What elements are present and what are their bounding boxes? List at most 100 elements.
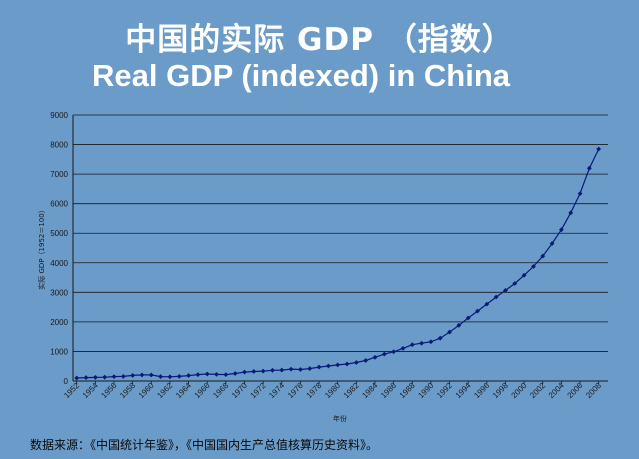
data-point bbox=[139, 372, 145, 378]
x-tick-label: 1998 bbox=[491, 381, 510, 400]
data-point bbox=[428, 339, 434, 345]
data-point bbox=[325, 363, 331, 369]
data-point bbox=[279, 367, 285, 373]
data-point bbox=[596, 146, 602, 152]
x-tick-label: 1992 bbox=[435, 381, 454, 400]
x-tick-label: 2008 bbox=[584, 381, 603, 400]
y-tick-labels: 0 1000 2000 3000 4000 5000 6000 7000 8000 9000 bbox=[50, 111, 68, 386]
page-title-english: Real GDP (indexed) in China bbox=[92, 58, 511, 93]
data-point bbox=[316, 364, 322, 370]
data-point bbox=[242, 369, 247, 375]
data-point bbox=[288, 366, 294, 372]
page-title-chinese: 中国的实际 GDP （指数） bbox=[125, 22, 514, 58]
x-tick-label: 1962 bbox=[155, 381, 174, 400]
data-point bbox=[214, 371, 219, 377]
x-tick-label: 1970 bbox=[230, 381, 249, 400]
data-point bbox=[204, 371, 210, 377]
data-point bbox=[251, 369, 257, 374]
x-tick-label: 1960 bbox=[137, 381, 156, 400]
data-point bbox=[400, 345, 406, 351]
data-point bbox=[148, 372, 154, 378]
y-tick-label: 8000 bbox=[50, 141, 68, 150]
x-tick-label: 1996 bbox=[472, 381, 491, 400]
axes bbox=[72, 115, 608, 384]
data-point bbox=[503, 287, 508, 293]
series-real-gdp bbox=[74, 146, 602, 381]
data-point bbox=[195, 372, 201, 378]
y-tick-label: 1000 bbox=[50, 347, 68, 356]
x-tick-label: 1986 bbox=[379, 381, 398, 400]
y-axis-label: 实际 GDP（1952＝100） bbox=[37, 206, 46, 289]
data-point bbox=[577, 191, 583, 197]
x-tick-label: 1982 bbox=[342, 381, 361, 400]
data-point bbox=[540, 253, 546, 259]
data-point bbox=[344, 361, 350, 367]
x-tick-label: 1994 bbox=[454, 381, 473, 400]
y-tick-label: 5000 bbox=[50, 229, 68, 238]
x-tick-label: 1968 bbox=[211, 381, 230, 400]
data-point bbox=[120, 374, 126, 379]
data-point bbox=[92, 375, 98, 380]
x-tick-label: 2004 bbox=[547, 381, 566, 400]
x-tick-label: 1958 bbox=[118, 381, 137, 400]
data-point bbox=[260, 368, 266, 374]
data-point bbox=[176, 373, 182, 379]
x-tick-label: 1990 bbox=[416, 381, 435, 400]
y-tick-label: 6000 bbox=[50, 200, 68, 209]
data-point bbox=[381, 351, 387, 357]
data-point bbox=[456, 322, 462, 328]
data-point bbox=[232, 371, 238, 376]
x-tick-label: 1980 bbox=[323, 381, 342, 400]
data-point bbox=[484, 301, 490, 307]
data-point bbox=[493, 294, 499, 300]
data-point bbox=[549, 241, 555, 246]
data-point bbox=[335, 362, 341, 368]
data-point bbox=[307, 366, 313, 371]
x-tick-label: 1978 bbox=[305, 381, 324, 400]
y-tick-label: 2000 bbox=[50, 318, 68, 327]
data-point bbox=[74, 375, 80, 381]
data-point bbox=[409, 342, 415, 348]
x-tick-label: 1954 bbox=[81, 381, 100, 400]
data-source-note: 数据来源：《中国统计年鉴》，《中国国内生产总值核算历史资料》。 bbox=[30, 438, 379, 452]
data-point bbox=[521, 272, 527, 278]
y-tick-label: 9000 bbox=[50, 111, 68, 120]
x-tick-label: 2006 bbox=[566, 381, 585, 400]
y-tick-label: 3000 bbox=[50, 288, 68, 297]
data-point bbox=[447, 329, 452, 335]
y-tick-label: 4000 bbox=[50, 259, 68, 268]
data-point bbox=[158, 374, 164, 379]
data-point bbox=[558, 227, 564, 233]
data-point bbox=[363, 358, 369, 363]
series-line bbox=[76, 148, 600, 379]
x-tick-label: 1976 bbox=[286, 381, 305, 400]
data-point bbox=[391, 349, 397, 355]
data-point bbox=[568, 210, 574, 216]
x-tick-label: 1972 bbox=[249, 381, 268, 400]
y-tick-label: 7000 bbox=[50, 170, 68, 179]
data-point bbox=[419, 340, 424, 346]
data-point bbox=[372, 354, 378, 360]
gridlines bbox=[73, 114, 608, 352]
data-point bbox=[223, 372, 229, 378]
data-point bbox=[83, 375, 89, 380]
gdp-line-chart: 0 1000 2000 3000 4000 5000 6000 7000 8000 9000 19… bbox=[37, 111, 608, 423]
data-point bbox=[353, 360, 359, 365]
data-point bbox=[298, 367, 303, 372]
data-point bbox=[130, 373, 136, 378]
x-tick-label: 1964 bbox=[174, 381, 193, 400]
x-tick-label: 1974 bbox=[267, 381, 286, 400]
x-tick-label: 1984 bbox=[360, 381, 379, 400]
data-point bbox=[167, 374, 173, 380]
x-tick-label: 2000 bbox=[510, 381, 529, 400]
x-tick-label: 1956 bbox=[99, 381, 118, 400]
x-tick-labels: 1952 1954 1956 1958 1960 1962 1964 1966 1968 1970… bbox=[62, 381, 603, 400]
data-point bbox=[437, 335, 443, 341]
x-tick-label: 1988 bbox=[398, 381, 417, 400]
data-point bbox=[186, 373, 191, 378]
x-tick-label: 1966 bbox=[193, 381, 212, 400]
data-point bbox=[102, 374, 108, 380]
data-point bbox=[111, 374, 117, 380]
data-point bbox=[270, 367, 275, 373]
data-point bbox=[586, 165, 592, 171]
